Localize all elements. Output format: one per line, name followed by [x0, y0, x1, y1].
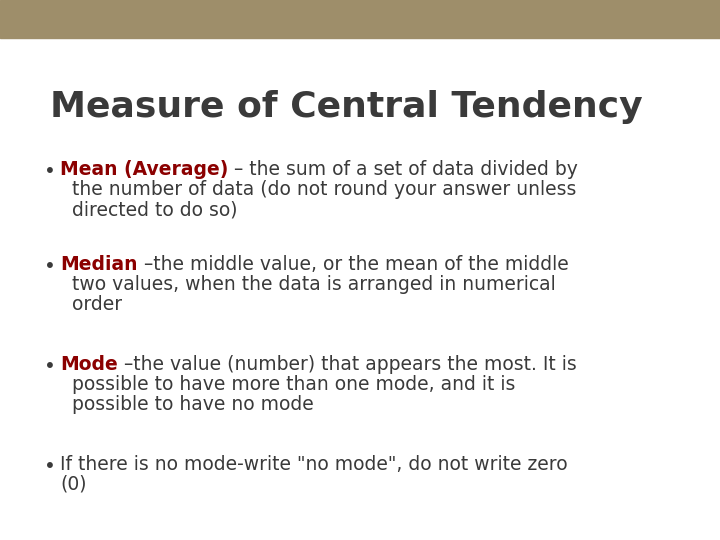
Text: Mode: Mode	[60, 355, 118, 374]
Text: –the middle value, or the mean of the middle: –the middle value, or the mean of the mi…	[138, 255, 568, 274]
Text: •: •	[44, 357, 56, 376]
Text: Mean (Average): Mean (Average)	[60, 160, 228, 179]
Text: – the sum of a set of data divided by: – the sum of a set of data divided by	[228, 160, 578, 179]
Text: the number of data (do not round your answer unless: the number of data (do not round your an…	[72, 180, 577, 199]
Text: Measure of Central Tendency: Measure of Central Tendency	[50, 90, 643, 124]
Text: (0): (0)	[60, 475, 86, 494]
Text: two values, when the data is arranged in numerical: two values, when the data is arranged in…	[72, 275, 556, 294]
Text: order: order	[72, 295, 122, 314]
Text: Median: Median	[60, 255, 138, 274]
Text: If there is no mode-write "no mode", do not write zero: If there is no mode-write "no mode", do …	[60, 455, 567, 474]
Text: directed to do so): directed to do so)	[72, 200, 238, 219]
Text: •: •	[44, 257, 56, 276]
Text: possible to have no mode: possible to have no mode	[72, 395, 314, 414]
Text: possible to have more than one mode, and it is: possible to have more than one mode, and…	[72, 375, 516, 394]
Text: –the value (number) that appears the most. It is: –the value (number) that appears the mos…	[118, 355, 577, 374]
Text: •: •	[44, 457, 56, 476]
Text: •: •	[44, 162, 56, 181]
